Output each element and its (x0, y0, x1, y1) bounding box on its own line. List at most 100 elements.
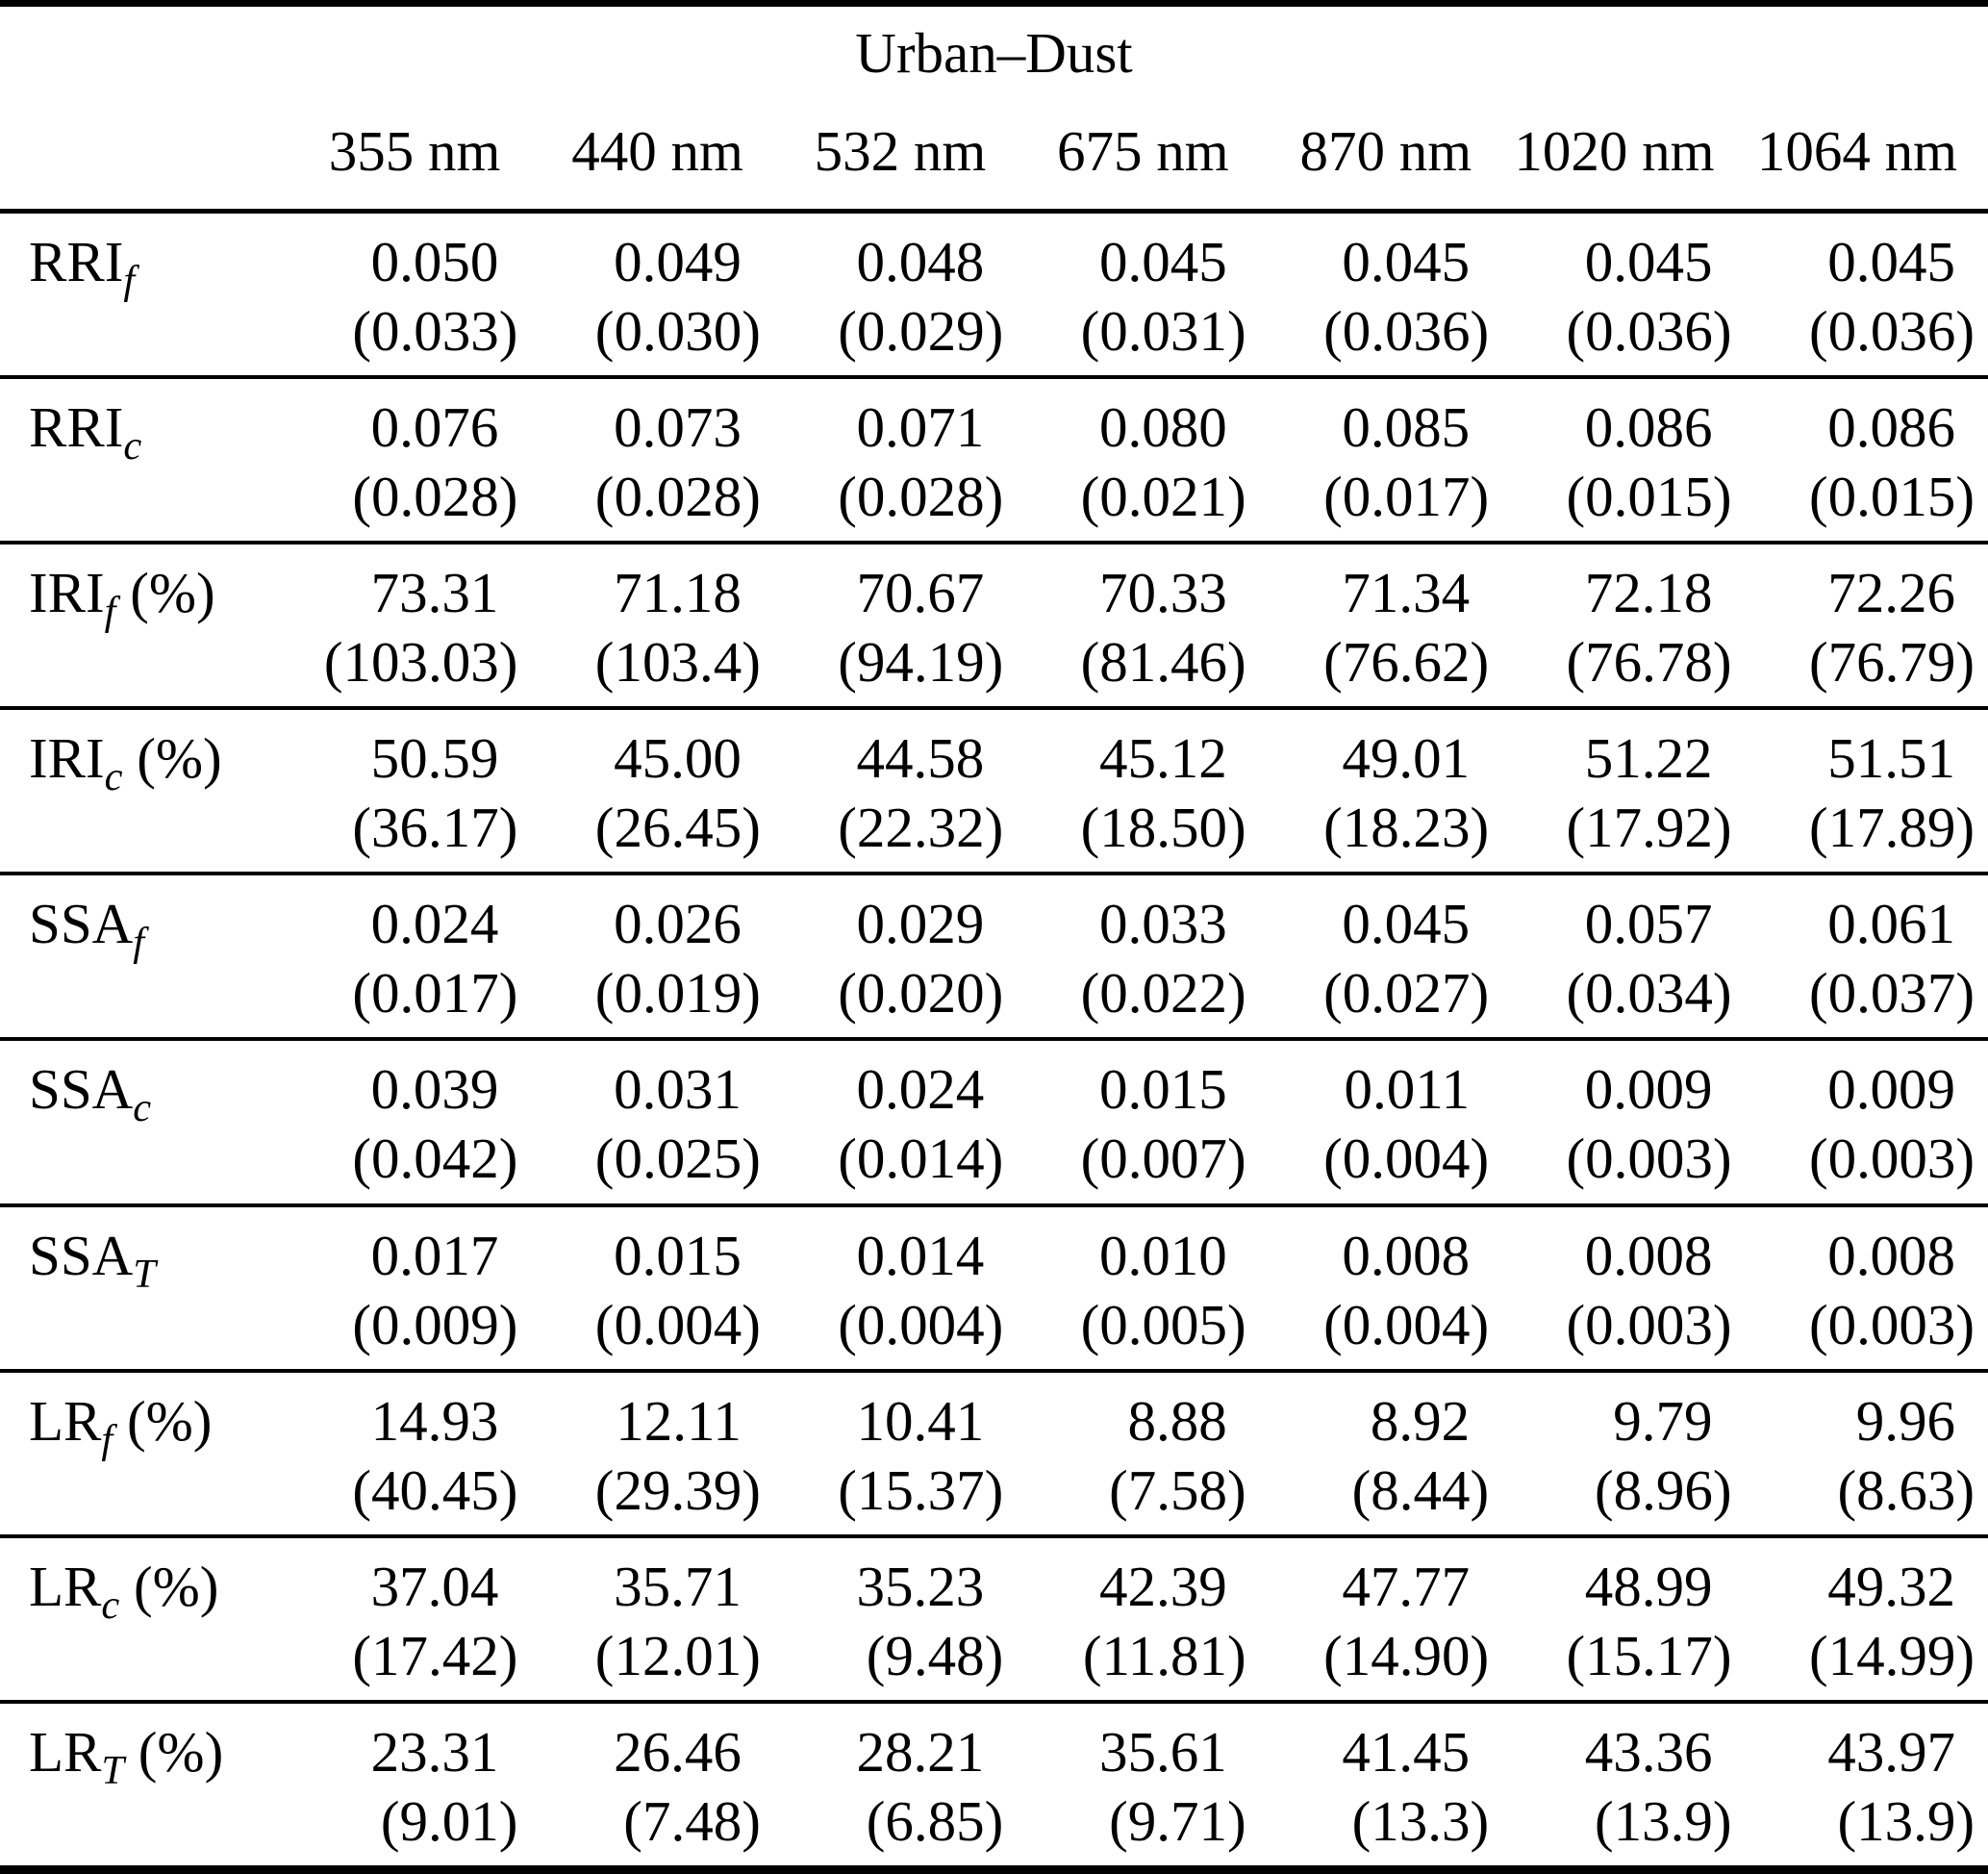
mean-value: 0.008 (1342, 1223, 1471, 1287)
std-value: (6.85) (866, 1788, 1004, 1853)
column-header-row: 355 nm 440 nm 532 nm 675 nm 870 nm 1020 nm 106… (0, 111, 1988, 212)
std-value: (0.004) (838, 1292, 1004, 1356)
std-value: (0.034) (1566, 961, 1732, 1026)
mean-value: 0.073 (614, 395, 742, 460)
mean-value: 0.024 (370, 892, 499, 956)
std-value: (0.017) (352, 961, 518, 1026)
std-value: (0.014) (838, 1127, 1004, 1191)
mean-value: 0.039 (370, 1057, 499, 1122)
value-cell: 71.34 (76.62) (1260, 543, 1502, 708)
value-cell: 0.026 (0.019) (531, 874, 773, 1039)
value-cell: 9.79 (8.96) (1502, 1371, 1745, 1536)
std-value: (14.90) (1323, 1623, 1490, 1687)
mean-value: 35.61 (1098, 1719, 1227, 1784)
std-value: (0.036) (1323, 299, 1490, 363)
value-cell: 0.024 (0.014) (774, 1039, 1017, 1204)
std-value: (76.78) (1566, 630, 1732, 695)
table-row: IRIc (%) 50.59 (36.17) 45.00 (26.45) 44.58 (22… (0, 708, 1988, 874)
group-header: Urban–Dust (855, 21, 1133, 85)
value-cell: 70.67 (94.19) (774, 543, 1017, 708)
value-cell: 0.049 (0.030) (531, 212, 773, 378)
value-cell: 0.048 (0.029) (774, 212, 1017, 378)
value-cell: 44.58 (22.32) (774, 708, 1017, 874)
mean-value: 0.049 (614, 230, 742, 293)
value-cell: 14.93 (40.45) (289, 1371, 531, 1536)
std-value: (15.37) (838, 1457, 1004, 1522)
value-cell: 43.36 (13.9) (1502, 1702, 1745, 1870)
value-cell: 0.008 (0.003) (1746, 1205, 1988, 1371)
value-cell: 48.99 (15.17) (1502, 1536, 1745, 1702)
mean-value: 12.11 (616, 1388, 742, 1453)
std-value: (0.025) (594, 1127, 761, 1191)
table-row: SSAf 0.024 (0.017) 0.026 (0.019) 0.029 (0.020)… (0, 874, 1988, 1039)
wavelength-header: 675 nm (1057, 119, 1229, 183)
value-cell: 0.086 (0.015) (1502, 377, 1745, 543)
value-cell: 0.009 (0.003) (1746, 1039, 1988, 1204)
value-cell: 45.12 (18.50) (1017, 708, 1259, 874)
value-cell: 49.01 (18.23) (1260, 708, 1502, 874)
std-value: (0.015) (1566, 465, 1732, 529)
value-cell: 43.97 (13.9) (1746, 1702, 1988, 1870)
mean-value: 41.45 (1342, 1719, 1471, 1784)
mean-value: 45.12 (1098, 726, 1227, 791)
std-value: (18.50) (1080, 796, 1246, 860)
mean-value: 47.77 (1342, 1554, 1471, 1618)
std-value: (103.03) (323, 630, 518, 695)
std-value: (0.029) (838, 299, 1004, 363)
value-cell: 0.076 (0.028) (289, 377, 531, 543)
mean-value: 0.014 (856, 1223, 985, 1287)
mean-value: 49.01 (1342, 726, 1471, 791)
mean-value: 0.031 (614, 1057, 742, 1122)
value-cell: 72.18 (76.78) (1502, 543, 1745, 708)
table-row: SSAT 0.017 (0.009) 0.015 (0.004) 0.014 (0.004)… (0, 1204, 1988, 1371)
value-cell: 0.045 (0.031) (1017, 212, 1259, 378)
row-label: SSAT (29, 1223, 156, 1297)
std-value: (12.01) (594, 1623, 761, 1687)
value-cell: 12.11 (29.39) (531, 1371, 773, 1536)
mean-value: 48.99 (1584, 1554, 1713, 1618)
value-cell: 37.04 (17.42) (289, 1536, 531, 1702)
std-value: (13.9) (1837, 1788, 1975, 1853)
std-value: (22.32) (838, 796, 1004, 860)
mean-value: 0.071 (856, 395, 985, 460)
value-cell: 45.00 (26.45) (531, 708, 773, 874)
std-value: (11.81) (1082, 1623, 1246, 1687)
mean-value: 0.011 (1344, 1057, 1471, 1122)
std-value: (15.17) (1566, 1623, 1732, 1687)
table-row: LRT (%) 23.31 (9.01) 26.46 (7.48) 28.21 (6.85)… (0, 1701, 1988, 1870)
std-value: (0.017) (1323, 465, 1490, 529)
std-value: (7.48) (623, 1788, 761, 1853)
std-value: (13.9) (1594, 1788, 1732, 1853)
mean-value: 0.045 (1342, 230, 1471, 293)
value-cell: 0.057 (0.034) (1502, 874, 1745, 1039)
std-value: (0.003) (1566, 1292, 1732, 1356)
value-cell: 8.88 (7.58) (1017, 1371, 1259, 1536)
value-cell: 70.33 (81.46) (1017, 543, 1259, 708)
mean-value: 0.015 (1098, 1057, 1227, 1122)
value-cell: 0.073 (0.028) (531, 377, 773, 543)
mean-value: 0.086 (1584, 395, 1713, 460)
mean-value: 71.18 (614, 561, 742, 625)
mean-value: 9.79 (1613, 1388, 1713, 1453)
value-cell: 0.015 (0.004) (531, 1205, 773, 1371)
std-value: (8.63) (1837, 1457, 1975, 1522)
value-cell: 0.071 (0.028) (774, 377, 1017, 543)
std-value: (9.01) (380, 1788, 518, 1853)
mean-value: 0.009 (1584, 1057, 1713, 1122)
mean-value: 70.33 (1098, 561, 1227, 625)
table-header: Urban–Dust 355 nm 440 nm 532 nm 675 nm 870 n… (0, 4, 1988, 212)
mean-value: 8.88 (1127, 1388, 1227, 1453)
std-value: (0.004) (1323, 1292, 1490, 1356)
mean-value: 14.93 (370, 1388, 499, 1453)
value-cell: 0.024 (0.017) (289, 874, 531, 1039)
mean-value: 0.029 (856, 892, 985, 956)
mean-value: 70.67 (856, 561, 985, 625)
value-cell: 9.96 (8.63) (1746, 1371, 1988, 1536)
mean-value: 51.22 (1584, 726, 1713, 791)
mean-value: 0.017 (370, 1223, 499, 1287)
wavelength-header: 1064 nm (1756, 119, 1957, 183)
value-cell: 0.045 (0.036) (1502, 212, 1745, 378)
value-cell: 0.017 (0.009) (289, 1205, 531, 1371)
mean-value: 0.024 (856, 1057, 985, 1122)
mean-value: 37.04 (370, 1554, 499, 1618)
